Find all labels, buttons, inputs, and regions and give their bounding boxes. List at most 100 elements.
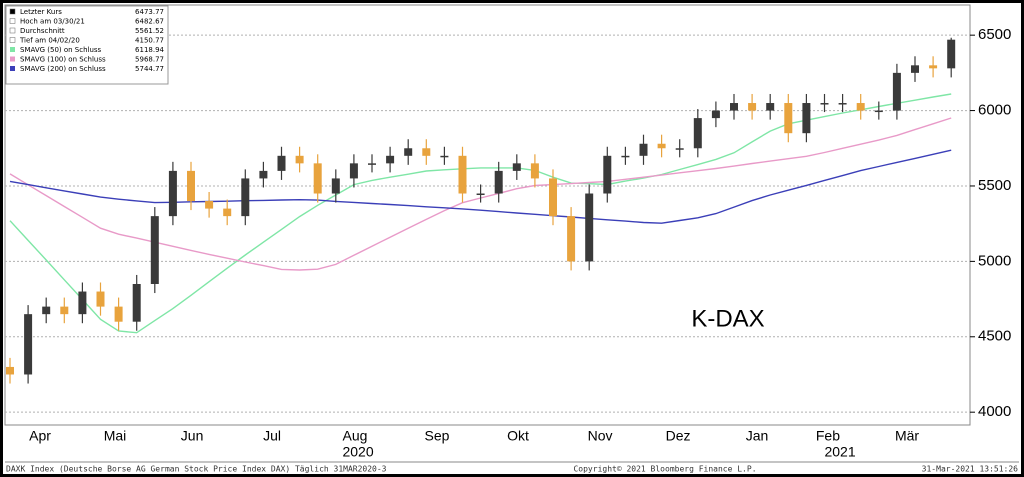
candle-body [386,155,395,164]
x-tick-label: Feb [816,428,840,444]
candle-body [585,193,594,262]
candle-body [78,291,87,315]
candle-body [802,103,811,134]
x-tick-label: Dez [666,428,691,444]
candle-body [404,148,413,156]
candle-body [567,216,576,262]
candle-body [223,208,232,217]
candle-body [911,65,919,73]
footer-right: 31-Mar-2021 13:51:26 [922,465,1019,474]
candle-body [313,163,322,194]
legend-value: 5561.52 [135,27,164,35]
y-tick-label: 5500 [978,177,1011,194]
legend-value: 5744.77 [135,65,164,73]
candle-body [259,170,268,179]
y-tick-label: 4500 [978,328,1011,345]
legend-marker [10,66,15,71]
candle-body [187,170,195,202]
candle-body [621,155,630,158]
candle-body [947,39,956,69]
candle-body [205,201,214,209]
candle-body [42,306,51,315]
candle-body [730,103,738,111]
candle-body [711,110,720,119]
year-label: 2020 [342,444,373,460]
legend-marker [9,18,16,24]
candle-body [114,306,123,322]
legend-label: SMAVG (200) on Schluss [20,65,106,73]
legend-value: 4150.77 [135,37,164,45]
candle-body [820,103,829,105]
x-tick-label: Jul [263,428,281,444]
candle-body [331,178,340,194]
candle-body [856,103,865,111]
legend-label: SMAVG (50) on Schluss [20,46,102,54]
candle-body [530,163,539,179]
legend-label: Letzter Kurs [20,8,62,16]
candle-body [549,178,557,217]
candle-body [784,103,793,134]
candle-body [766,103,775,111]
candle-body [657,143,666,149]
candle-body [748,103,757,111]
legend-value: 5968.77 [135,56,164,64]
y-tick-label: 6500 [978,26,1011,43]
legend-value: 6473.77 [135,8,164,16]
x-tick-label: Mai [104,428,127,444]
legend-marker [10,47,15,52]
annotation: K-DAX [691,305,764,332]
year-label: 2021 [824,444,855,460]
candle-body [132,283,141,322]
x-tick-label: Sep [425,428,450,444]
candle-body [440,155,449,158]
legend-label: Durchschnitt [20,27,65,35]
candle-body [675,148,684,150]
candle-body [349,163,358,179]
candle-body [494,170,503,194]
x-tick-label: Mär [895,428,919,444]
candle-body [693,118,702,149]
candle-body [60,306,69,315]
candle-body [277,155,286,171]
candle-body [6,366,14,375]
sma-line [9,93,952,334]
candle-body [512,163,521,171]
footer-left: DAXK Index (Deutsche Borse AG German Sto… [6,465,387,474]
sma-line [9,149,952,224]
candle-body [458,155,467,194]
legend-marker [9,27,16,34]
legend-label: SMAVG (100) on Schluss [20,56,106,64]
x-tick-label: Nov [588,428,613,444]
x-tick-label: Jan [746,428,769,444]
y-tick-label: 4000 [978,403,1011,420]
candle-body [838,103,847,105]
candle-body [241,178,250,217]
y-tick-label: 5000 [978,252,1011,269]
candle-body [639,143,648,156]
legend-label: Tief am 04/02/20 [19,37,80,45]
footer-center: Copyright© 2021 Bloomberg Finance L.P. [573,465,756,474]
legend-marker [9,37,16,43]
legend-label: Hoch am 03/30/21 [20,18,85,26]
candle-body [892,72,901,111]
candle-body [929,65,938,69]
candle-body [96,291,105,307]
candle-body [24,314,33,375]
legend-marker [9,8,16,15]
legend-value: 6482.67 [135,18,164,26]
x-tick-label: Jun [181,428,204,444]
x-tick-label: Okt [507,428,529,444]
candle-body [368,163,376,165]
legend-marker [10,56,15,62]
x-tick-label: Apr [29,428,51,444]
legend-box [5,5,169,85]
candle-body [476,193,485,196]
candle-body [295,155,304,164]
legend-value: 6118.94 [135,46,164,54]
candle-body [874,110,883,113]
y-tick-label: 6000 [978,102,1011,119]
candle-body [168,170,177,217]
candle-body [422,148,431,156]
candle-body [603,155,612,194]
